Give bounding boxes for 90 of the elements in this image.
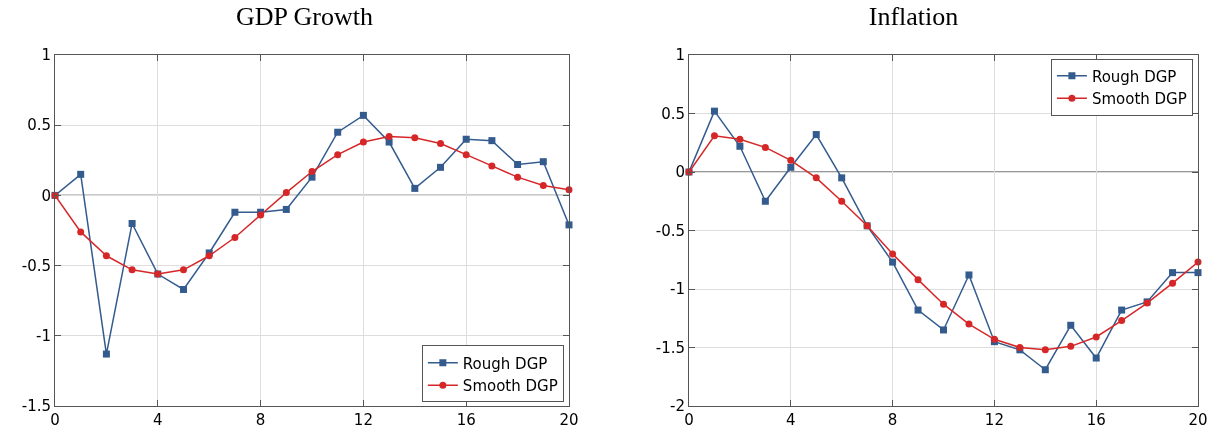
point [1169,269,1177,277]
y-tick-label: -1.5 [21,397,51,416]
point [710,132,718,140]
point [231,234,239,242]
point [710,107,718,115]
y-tick-label: 0 [675,163,685,182]
point [889,250,897,258]
y-tick-label: -1.5 [655,338,685,357]
point [180,285,187,293]
point [334,128,342,136]
point [385,132,393,140]
point [514,161,522,169]
point [1092,333,1100,341]
x-tick-label: 4 [786,411,796,429]
point [488,137,496,145]
legend-label: Rough DGP [462,354,548,373]
point [787,156,795,164]
point [838,197,846,205]
point [180,266,187,274]
point [761,143,769,151]
point [128,266,136,274]
point [1041,346,1049,354]
point [308,168,316,176]
y-tick-label: -1 [670,280,685,299]
point [282,205,290,213]
point [736,135,744,143]
chart-title: Inflation [868,1,959,31]
point [838,174,846,182]
point [359,111,367,119]
point [1169,279,1177,287]
point [462,151,470,159]
point [334,151,342,159]
y-tick-label: -1 [36,327,51,346]
legend-label: Smooth DGP [462,377,558,396]
point [539,182,547,190]
point [736,142,744,150]
point [914,276,922,284]
point [1041,366,1049,374]
y-tick-label: 0.5 [661,104,685,123]
point [914,306,922,314]
legend-label: Smooth DGP [1091,90,1187,109]
point [1118,317,1126,325]
point [359,138,367,146]
chart-title: GDP Growth [236,1,373,31]
point [940,326,947,334]
y-tick-label: -0.5 [655,221,685,240]
y-tick-label: -0.5 [21,256,51,275]
point [965,320,973,328]
point [1067,342,1075,350]
point [462,135,470,143]
point [411,134,419,142]
x-tick-label: 12 [353,411,373,429]
point [1118,306,1126,314]
point [282,189,290,197]
x-tick-label: 20 [1188,411,1208,429]
point [488,162,496,170]
x-tick-label: 16 [456,411,476,429]
point [437,139,444,147]
point [102,350,110,358]
x-tick-label: 12 [984,411,1004,429]
point [812,131,820,139]
point [102,252,110,260]
point [411,184,419,192]
x-tick-label: 20 [559,411,579,429]
y-tick-label: 0 [41,186,51,205]
point [385,138,393,146]
point [437,163,444,171]
point [787,163,795,171]
point [889,258,897,266]
y-tick-label: 1 [41,46,51,65]
y-tick-label: 1 [675,46,685,65]
point [231,208,239,216]
point [1067,321,1075,329]
legend-label: Rough DGP [1091,67,1177,86]
point [940,300,947,308]
x-tick-label: 8 [887,411,898,429]
point [965,271,973,279]
point [812,174,820,182]
y-tick-label: -2 [670,397,685,416]
point [761,197,769,205]
point [128,219,136,227]
point [1092,354,1100,362]
point [77,228,85,236]
y-tick-label: 0.5 [27,116,51,135]
x-tick-label: 16 [1086,411,1106,429]
x-tick-label: 4 [153,411,163,429]
point [539,158,547,166]
point [514,173,522,181]
point [77,170,85,178]
x-tick-label: 8 [255,411,266,429]
